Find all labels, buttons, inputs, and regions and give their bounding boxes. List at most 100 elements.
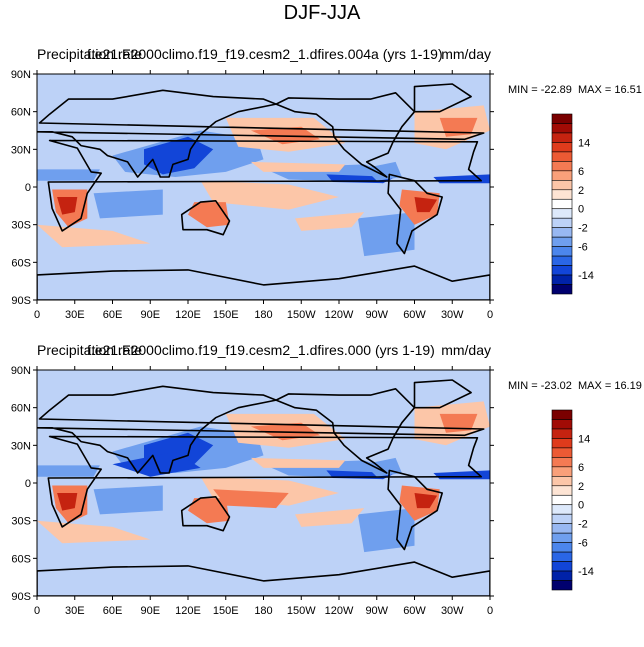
precip-patch	[37, 520, 151, 544]
lon-tick-label: 30W	[441, 605, 464, 617]
lon-tick-label: 120W	[325, 605, 354, 617]
colorbar-swatch	[551, 161, 573, 172]
map-field	[37, 74, 490, 300]
lon-tick-label: 90E	[140, 309, 160, 321]
colorbar-swatch	[551, 189, 573, 200]
colorbar-swatch	[551, 438, 573, 449]
precip-patch	[93, 485, 163, 515]
coastline	[275, 92, 416, 178]
colorbar-swatch	[551, 570, 573, 581]
figure-title: DJF-JJA	[283, 2, 361, 24]
lon-tick-label: 90W	[365, 309, 388, 321]
coastline	[387, 173, 443, 255]
colorbar-swatch	[551, 255, 573, 266]
lat-tick-label: 90S	[11, 295, 31, 307]
lon-tick-label: 30E	[65, 605, 85, 617]
panel-2-max: MAX = 16.19	[577, 380, 642, 392]
panel-2-colorbar: 14 6 2 0 -2 -6 -14	[551, 409, 594, 591]
colorbar-swatch	[551, 551, 573, 562]
coastline	[180, 200, 231, 236]
colorbar-swatch	[551, 532, 573, 543]
lat-tick-label: 60N	[11, 403, 31, 415]
lon-tick-label: 120E	[175, 309, 201, 321]
coastline	[275, 388, 416, 474]
precip-patch	[37, 169, 100, 181]
colorbar-swatch	[551, 580, 573, 591]
lon-tick-label: 90W	[365, 605, 388, 617]
precip-patch	[250, 161, 346, 172]
colorbar-swatch	[551, 151, 573, 162]
lon-tick-label: 30E	[65, 309, 85, 321]
lon-tick-label: 0	[487, 605, 493, 617]
colorbar-swatch	[551, 274, 573, 285]
precip-patch	[37, 465, 100, 477]
colorbar-label: 2	[578, 481, 584, 493]
colorbar-label: 6	[578, 166, 584, 178]
panel-1-min: MIN = -22.89	[508, 84, 572, 96]
lat-tick-label: 0	[25, 478, 31, 490]
panel-2-minmax: MIN = -23.02 MAX = 16.19	[508, 380, 644, 392]
colorbar-label: -6	[578, 242, 588, 254]
lat-tick-label: 30S	[11, 220, 31, 232]
colorbar-swatch	[551, 476, 573, 487]
panel-1-header: Precipitation rate f.e21.F2000climo.f19_…	[37, 46, 493, 64]
colorbar-label: 14	[578, 137, 590, 149]
precip-patch	[295, 508, 365, 527]
colorbar-label: -14	[578, 270, 594, 282]
precip-patch	[57, 493, 78, 511]
panel-1-max: MAX = 16.51	[577, 84, 642, 96]
colorbar-swatch	[551, 447, 573, 458]
lon-tick-label: 30W	[441, 309, 464, 321]
panel-2-header: Precipitation rate f.e21.F2000climo.f19_…	[37, 342, 493, 360]
lat-tick-label: 90S	[11, 591, 31, 603]
colorbar-swatch	[551, 428, 573, 439]
lon-tick-label: 0	[487, 309, 493, 321]
colorbar-swatch	[551, 542, 573, 553]
precip-patch	[213, 489, 289, 509]
colorbar-swatch	[551, 208, 573, 219]
lon-tick-label: 180	[254, 605, 272, 617]
colorbar-label: 6	[578, 462, 584, 474]
colorbar-swatch	[551, 409, 573, 420]
colorbar-swatch	[551, 457, 573, 468]
coastline	[387, 469, 443, 551]
precip-patch	[57, 197, 78, 215]
lon-tick-label: 120E	[175, 605, 201, 617]
lon-tick-label: 0	[34, 309, 40, 321]
precip-patch	[188, 202, 230, 228]
colorbar-label: -2	[578, 519, 588, 531]
colorbar-swatch	[551, 494, 573, 506]
colorbar-swatch	[551, 170, 573, 181]
lon-tick-label: 60E	[103, 605, 123, 617]
colorbar-label: 0	[578, 204, 584, 216]
lon-tick-label: 60E	[103, 309, 123, 321]
panel-1-left-title: Precipitation rate	[37, 46, 143, 62]
coastline	[37, 561, 490, 596]
colorbar-swatch	[551, 142, 573, 153]
colorbar-label: -6	[578, 538, 588, 550]
precip-patch	[250, 457, 346, 468]
coastline	[180, 496, 231, 532]
colorbar-swatch	[551, 284, 573, 295]
coastline	[413, 83, 472, 113]
lat-tick-label: 60S	[11, 257, 31, 269]
lon-tick-label: 150E	[213, 309, 239, 321]
colorbar-swatch	[551, 113, 573, 124]
lat-tick-label: 30N	[11, 440, 31, 452]
precip-patch	[295, 212, 365, 231]
colorbar-swatch	[551, 236, 573, 247]
panel-1-colorbar: 14 6 2 0 -2 -6 -14	[551, 113, 594, 295]
lon-tick-label: 150E	[213, 605, 239, 617]
colorbar-label: -14	[578, 566, 594, 578]
lon-tick-label: 90E	[140, 605, 160, 617]
colorbar-swatch	[551, 227, 573, 238]
coastline	[37, 385, 485, 474]
colorbar-swatch	[551, 513, 573, 524]
precip-patch	[144, 136, 214, 175]
precip-patch	[37, 224, 151, 248]
colorbar-label: 2	[578, 185, 584, 197]
lat-tick-label: 0	[25, 182, 31, 194]
map-field	[37, 370, 490, 596]
lat-tick-label: 30N	[11, 144, 31, 156]
